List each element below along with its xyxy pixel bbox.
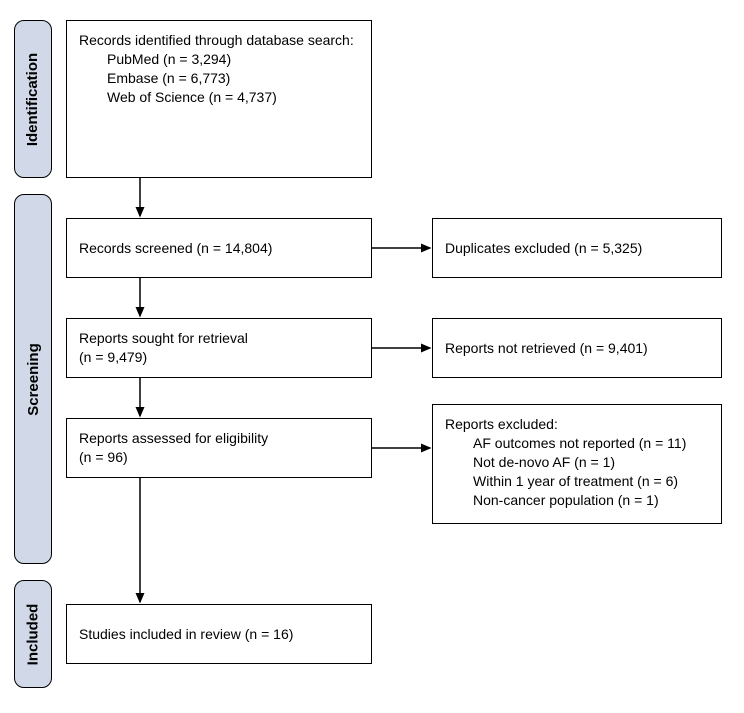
box-included-studies-text: Studies included in review (n = 16) xyxy=(79,625,293,644)
box-not-retrieved: Reports not retrieved (n = 9,401) xyxy=(432,318,722,378)
box-duplicates-text: Duplicates excluded (n = 5,325) xyxy=(445,239,642,258)
box-duplicates: Duplicates excluded (n = 5,325) xyxy=(432,218,722,278)
box-identified: Records identified through database sear… xyxy=(66,20,372,178)
box-screened-text: Records screened (n = 14,804) xyxy=(79,239,272,258)
phase-included: Included xyxy=(14,580,52,688)
box-excluded-item-0: AF outcomes not reported (n = 11) xyxy=(445,434,709,453)
box-excluded: Reports excluded: AF outcomes not report… xyxy=(432,404,722,524)
box-excluded-item-3: Non-cancer population (n = 1) xyxy=(445,491,709,510)
phase-identification: Identification xyxy=(14,20,52,178)
box-identified-header: Records identified through database sear… xyxy=(79,31,359,50)
box-assessed-line1: Reports assessed for eligibility xyxy=(79,429,359,448)
box-excluded-item-1: Not de-novo AF (n = 1) xyxy=(445,453,709,472)
box-included-studies: Studies included in review (n = 16) xyxy=(66,604,372,664)
box-identified-item-1: Embase (n = 6,773) xyxy=(79,69,359,88)
box-not-retrieved-text: Reports not retrieved (n = 9,401) xyxy=(445,339,648,358)
box-excluded-item-2: Within 1 year of treatment (n = 6) xyxy=(445,472,709,491)
phase-screening-label: Screening xyxy=(25,343,42,416)
box-sought-line1: Reports sought for retrieval xyxy=(79,329,359,348)
phase-included-label: Included xyxy=(25,603,42,665)
box-sought: Reports sought for retrieval (n = 9,479) xyxy=(66,318,372,378)
phase-screening: Screening xyxy=(14,194,52,564)
box-identified-item-2: Web of Science (n = 4,737) xyxy=(79,88,359,107)
box-assessed-line2: (n = 96) xyxy=(79,448,359,467)
box-sought-line2: (n = 9,479) xyxy=(79,348,359,367)
box-identified-item-0: PubMed (n = 3,294) xyxy=(79,50,359,69)
box-assessed: Reports assessed for eligibility (n = 96… xyxy=(66,418,372,478)
box-excluded-header: Reports excluded: xyxy=(445,415,709,434)
box-screened: Records screened (n = 14,804) xyxy=(66,218,372,278)
phase-identification-label: Identification xyxy=(25,52,42,145)
